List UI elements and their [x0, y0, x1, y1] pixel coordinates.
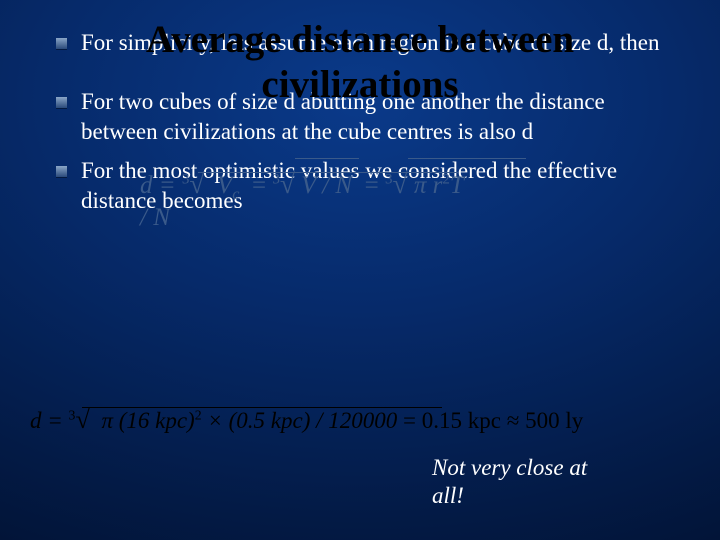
formula-body: π (16 kpc)2 × (0.5 kpc) / 120000	[96, 408, 398, 433]
root-vinculum-icon	[82, 407, 442, 408]
formula-prefix: d =	[30, 408, 69, 433]
bullet-item: For simplicity, lets assume each region …	[56, 28, 676, 57]
bullet-marker-icon	[56, 166, 67, 177]
formula-prefix: d =	[140, 172, 182, 199]
slide: For simplicity, lets assume each region …	[0, 0, 720, 540]
bullet-marker-icon	[56, 38, 67, 49]
caption-line-2: all!	[432, 483, 464, 508]
bullet-text: For two cubes of size d abutting one ano…	[81, 87, 676, 146]
bullet-marker-icon	[56, 97, 67, 108]
formula-result: = 0.15 kpc ≈ 500 ly	[397, 408, 583, 433]
formula-bottom: d = 3√ π (16 kpc)2 × (0.5 kpc) / 120000 …	[30, 404, 610, 435]
bullet-item: For two cubes of size d abutting one ano…	[56, 87, 676, 146]
caption: Not very close at all!	[432, 454, 652, 509]
root-vinculum-icon	[198, 172, 458, 173]
bullet-text: For simplicity, lets assume each region …	[81, 28, 676, 57]
caption-line-1: Not very close at	[432, 455, 587, 480]
formula-mid: d = 3√ Vc = 3√ V / N = 3√ π r2T / N	[140, 168, 470, 232]
